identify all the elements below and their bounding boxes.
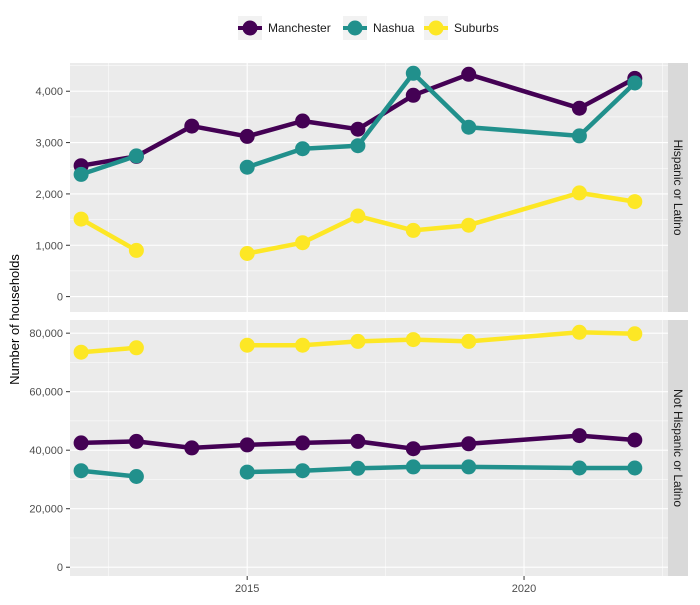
legend-label-manchester: Manchester	[268, 21, 331, 35]
panel-hispanic-point-manchester	[571, 100, 587, 116]
panel-not-hispanic-point-nashua	[239, 464, 255, 480]
panel-hispanic-y-tick-label: 0	[57, 292, 63, 304]
panel-hispanic-line-manchester	[80, 72, 636, 168]
panel-not-hispanic-point-manchester	[184, 440, 200, 456]
legend-marker-suburbs	[428, 20, 444, 36]
panel-not-hispanic-point-suburbs	[128, 340, 144, 356]
panel-hispanic-y-tick-label: 4,000	[35, 86, 63, 98]
panel-hispanic-y-tick-label: 2,000	[35, 189, 63, 201]
panel-hispanic-point-suburbs	[239, 246, 255, 261]
panel-hispanic-point-nashua	[128, 148, 144, 164]
panel-not-hispanic-point-suburbs	[239, 337, 255, 353]
panel-not-hispanic-point-suburbs	[627, 326, 643, 342]
panel-hispanic-point-suburbs	[128, 242, 144, 258]
panel-not-hispanic-point-manchester	[627, 432, 643, 448]
panel-hispanic-line-nashua	[80, 153, 138, 177]
panel-not-hispanic-point-nashua	[461, 459, 477, 475]
panel-hispanic-point-suburbs	[461, 217, 477, 233]
panel-not-hispanic-y-tick-label: 0	[57, 562, 63, 574]
panel-hispanic-point-suburbs	[405, 222, 421, 238]
panel-hispanic-point-nashua	[627, 75, 643, 91]
panel-not-hispanic-y-tick-label: 60,000	[29, 387, 63, 399]
panel-hispanic-point-nashua	[461, 119, 477, 135]
panel-not-hispanic-point-suburbs	[571, 324, 587, 340]
panel-hispanic-point-nashua	[405, 65, 421, 81]
x-tick-label: 2020	[512, 583, 536, 595]
legend-marker-manchester	[242, 20, 258, 36]
y-axis-title: Number of households	[7, 254, 22, 385]
panel-not-hispanic-line-nashua	[80, 468, 137, 479]
panel-hispanic-y-tick-label: 3,000	[35, 138, 63, 150]
panel-not-hispanic-point-manchester	[128, 433, 144, 449]
panel-hispanic-y-tick-label: 1,000	[35, 240, 63, 252]
panel-hispanic-point-manchester	[461, 66, 477, 82]
panel-hispanic-point-manchester	[405, 87, 421, 103]
panel-hispanic-point-nashua	[571, 128, 587, 144]
panel-hispanic-line-suburbs	[79, 217, 138, 253]
panel-not-hispanic-point-suburbs	[350, 333, 366, 349]
panel-not-hispanic-point-nashua	[128, 469, 144, 484]
panel-hispanic-point-manchester	[350, 121, 366, 137]
panel-not-hispanic-y-tick-label: 20,000	[29, 504, 63, 516]
panel-not-hispanic-point-nashua	[405, 459, 421, 475]
panel-not-hispanic-point-nashua	[73, 463, 89, 479]
panel-not-hispanic-point-suburbs	[295, 337, 311, 353]
panel-not-hispanic-point-nashua	[627, 460, 643, 476]
legend-marker-nashua	[347, 20, 363, 36]
panel-not-hispanic-strip	[668, 320, 688, 576]
panel-not-hispanic-point-manchester	[571, 428, 587, 444]
legend-label-nashua: Nashua	[373, 21, 415, 35]
panel-not-hispanic-y-tick-label: 40,000	[29, 445, 63, 457]
panel-hispanic-point-suburbs	[350, 208, 366, 224]
panel-not-hispanic-point-suburbs	[405, 332, 421, 348]
panel-not-hispanic-point-manchester	[405, 441, 421, 457]
panel-hispanic-point-nashua	[295, 141, 311, 157]
panel-hispanic-point-nashua	[239, 159, 255, 175]
panel-not-hispanic-point-manchester	[295, 435, 311, 451]
panel-not-hispanic-point-nashua	[571, 460, 587, 476]
panel-not-hispanic-line-manchester	[81, 433, 635, 451]
panel-not-hispanic-strip-label: Not Hispanic or Latino	[671, 389, 685, 507]
panel-not-hispanic-point-manchester	[239, 437, 255, 453]
panel-hispanic-point-nashua	[350, 138, 366, 154]
panel-hispanic-point-manchester	[295, 113, 311, 129]
panel-hispanic-point-suburbs	[73, 211, 89, 227]
panel-not-hispanic-y-tick-label: 80,000	[29, 328, 63, 340]
legend-label-suburbs: Suburbs	[454, 21, 499, 35]
panel-not-hispanic-point-suburbs	[73, 344, 89, 360]
panel-hispanic-point-suburbs	[571, 185, 587, 201]
panel-not-hispanic-point-manchester	[461, 436, 477, 452]
panel-hispanic-point-nashua	[73, 166, 89, 182]
panel-not-hispanic-line-suburbs	[80, 345, 137, 355]
panel-not-hispanic-point-nashua	[295, 463, 311, 479]
panel-hispanic-point-manchester	[184, 118, 200, 134]
panel-not-hispanic-point-nashua	[350, 460, 366, 476]
panel-not-hispanic-point-manchester	[350, 433, 366, 449]
panel-hispanic-strip-label: Hispanic or Latino	[671, 139, 685, 235]
panel-hispanic-point-suburbs	[627, 194, 643, 210]
panel-not-hispanic-point-manchester	[73, 435, 89, 451]
panel-hispanic-point-manchester	[239, 128, 255, 144]
panel-hispanic-strip	[668, 63, 688, 312]
panel-not-hispanic-background	[70, 320, 668, 576]
x-tick-label: 2015	[235, 583, 259, 595]
panel-hispanic-point-suburbs	[295, 235, 311, 251]
panel-not-hispanic-point-suburbs	[461, 333, 477, 349]
